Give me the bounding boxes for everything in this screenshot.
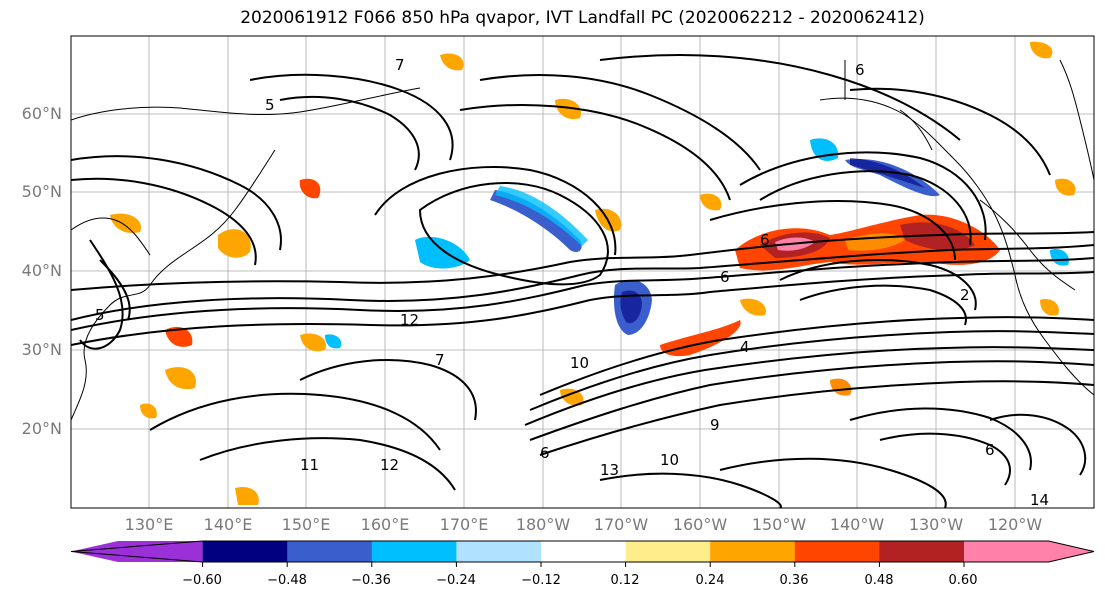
map-title: 2020061912 F066 850 hPa qvapor, IVT Land… [240, 8, 925, 28]
lon-label-150e: 150°E [281, 515, 331, 534]
lon-label-140w: 140°W [829, 515, 885, 534]
coastlines [71, 59, 1094, 421]
colorbar-segment [710, 541, 796, 562]
colorbar-tick-label: 0.12 [610, 573, 640, 588]
svg-text:12: 12 [380, 456, 399, 474]
svg-text:11: 11 [300, 456, 319, 474]
svg-text:9: 9 [710, 416, 720, 434]
colorbar-tick-label: −0.48 [267, 573, 307, 588]
lon-label-120w: 120°W [987, 515, 1043, 534]
lat-label-50n: 50°N [21, 182, 62, 201]
colorbar-tick-label: −0.60 [182, 573, 222, 588]
lat-label-30n: 30°N [21, 340, 62, 359]
colorbar-tick-label: 0.60 [948, 573, 978, 588]
map-frame [70, 35, 1095, 509]
colorbar-tick-label: −0.24 [436, 573, 476, 588]
lon-label-130e: 130°E [124, 515, 174, 534]
anomaly-shading [110, 41, 1076, 505]
lon-label-150w: 150°W [751, 515, 807, 534]
lon-label-180w: 180°W [515, 515, 571, 534]
svg-text:5: 5 [95, 306, 105, 324]
svg-text:14: 14 [1030, 491, 1049, 509]
contour-labels: 12 10 6 2 4 7 5 6 13 14 6 7 11 9 10 6 6 … [95, 56, 1049, 509]
colorbar-segment [541, 541, 627, 562]
lon-label-130w: 130°W [908, 515, 964, 534]
colorbar-tick-label: 0.36 [779, 573, 809, 588]
map-content: 12 10 6 2 4 7 5 6 13 14 6 7 11 9 10 6 6 … [71, 36, 1094, 509]
colorbar-tick-label: 0.24 [695, 573, 725, 588]
colorbar-tick-label: 0.48 [864, 573, 894, 588]
svg-text:10: 10 [570, 354, 589, 372]
colorbar-tick-label: −0.36 [351, 573, 391, 588]
colorbar-tick-label: −0.12 [521, 573, 561, 588]
lon-label-170e: 170°E [439, 515, 489, 534]
colorbar-segment [371, 541, 457, 562]
svg-text:6: 6 [855, 61, 865, 79]
lon-label-160w: 160°W [672, 515, 728, 534]
svg-text:10: 10 [660, 451, 679, 469]
svg-text:13: 13 [600, 461, 619, 479]
colorbar-segment [287, 541, 373, 562]
svg-text:5: 5 [265, 96, 275, 114]
svg-text:12: 12 [400, 311, 419, 329]
colorbar-segment [625, 541, 711, 562]
lat-label-60n: 60°N [21, 104, 62, 123]
colorbar-segment [794, 541, 880, 562]
svg-text:6: 6 [760, 231, 770, 249]
colorbar-extend-low [71, 541, 203, 562]
map-background [71, 36, 1094, 508]
colorbar-segment [456, 541, 542, 562]
svg-text:7: 7 [435, 351, 445, 369]
ivt-contours [71, 54, 1094, 508]
svg-text:6: 6 [540, 444, 550, 462]
colorbar-extend-high [964, 541, 1094, 562]
svg-text:2: 2 [960, 286, 970, 304]
lon-label-170w: 170°W [593, 515, 649, 534]
svg-text:7: 7 [395, 56, 405, 74]
lat-label-20n: 20°N [21, 419, 62, 438]
svg-text:4: 4 [740, 338, 750, 356]
lat-label-40n: 40°N [21, 261, 62, 280]
lon-label-140e: 140°E [203, 515, 253, 534]
colorbar-segment [202, 541, 288, 562]
svg-text:6: 6 [985, 441, 995, 459]
colorbar [70, 540, 1095, 567]
colorbar-segment [879, 541, 965, 562]
lon-label-160e: 160°E [360, 515, 410, 534]
svg-text:6: 6 [720, 268, 730, 286]
